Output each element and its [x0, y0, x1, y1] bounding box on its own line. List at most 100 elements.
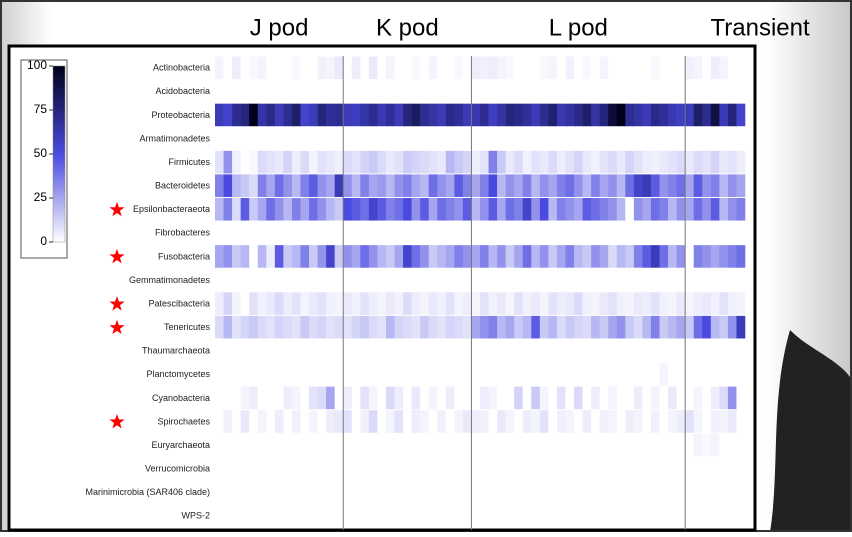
heat-cell — [471, 363, 480, 386]
heat-cell — [583, 57, 592, 80]
heat-cell — [326, 80, 335, 103]
heat-cell — [514, 434, 523, 457]
heat-cell — [318, 80, 327, 103]
heat-cell — [463, 245, 472, 268]
heat-cell — [574, 410, 583, 433]
heat-cell — [625, 151, 634, 174]
heat-cell — [660, 151, 669, 174]
heat-cell — [300, 269, 309, 292]
heat-cell — [249, 457, 258, 480]
heat-cell — [326, 222, 335, 245]
heat-cell — [352, 222, 361, 245]
heat-cell — [677, 104, 686, 127]
heat-cell — [480, 151, 489, 174]
heat-cell — [557, 481, 566, 504]
heat-cell — [429, 457, 438, 480]
heat-cell — [523, 292, 532, 315]
heat-cell — [377, 339, 386, 362]
heat-cell — [711, 151, 720, 174]
heat-cell — [360, 292, 369, 315]
heat-cell — [583, 245, 592, 268]
heat-cell — [685, 127, 694, 150]
heat-cell — [574, 316, 583, 339]
heat-cell — [728, 57, 737, 80]
heat-cell — [224, 174, 233, 197]
heat-cell — [352, 104, 361, 127]
heat-cell — [728, 127, 737, 150]
heat-cell — [343, 57, 352, 80]
heat-cell — [514, 457, 523, 480]
heat-cell — [719, 127, 728, 150]
heat-cell — [258, 57, 267, 80]
heat-cell — [386, 222, 395, 245]
heat-cell — [471, 481, 480, 504]
heat-cell — [335, 245, 344, 268]
heat-cell — [463, 316, 472, 339]
heat-cell — [463, 292, 472, 315]
heat-cell — [506, 80, 515, 103]
heat-cell — [651, 222, 660, 245]
heat-cell — [249, 410, 258, 433]
heat-cell — [651, 127, 660, 150]
heat-cell — [523, 80, 532, 103]
heat-cell — [548, 174, 557, 197]
heat-cell — [677, 316, 686, 339]
heat-cell — [318, 292, 327, 315]
heat-cell — [343, 434, 352, 457]
heat-cell — [224, 222, 233, 245]
heat-cell — [489, 457, 498, 480]
heat-cell — [395, 292, 404, 315]
heat-cell — [420, 505, 429, 528]
heat-cell — [651, 174, 660, 197]
heat-cell — [531, 174, 540, 197]
heat-cell — [369, 198, 378, 221]
heat-cell — [489, 505, 498, 528]
heat-cell — [736, 222, 745, 245]
heat-cell — [480, 104, 489, 127]
heat-cell — [412, 222, 421, 245]
heat-cell — [531, 222, 540, 245]
heat-cell — [711, 292, 720, 315]
heat-cell — [215, 292, 224, 315]
heat-cell — [548, 269, 557, 292]
heat-cell — [719, 57, 728, 80]
heat-cell — [241, 57, 250, 80]
heat-cell — [463, 434, 472, 457]
heat-cell — [446, 481, 455, 504]
heat-cell — [429, 198, 438, 221]
heat-cell — [343, 245, 352, 268]
heat-cell — [523, 174, 532, 197]
heat-cell — [403, 387, 412, 410]
heat-cell — [591, 363, 600, 386]
heat-cell — [634, 434, 643, 457]
heat-cell — [412, 339, 421, 362]
heat-cell — [429, 269, 438, 292]
heat-cell — [489, 481, 498, 504]
heat-cell — [540, 80, 549, 103]
heat-cell — [420, 339, 429, 362]
heat-cell — [241, 292, 250, 315]
heat-cell — [224, 363, 233, 386]
heat-cell — [326, 410, 335, 433]
heat-cell — [300, 363, 309, 386]
heat-cell — [420, 198, 429, 221]
heat-cell — [377, 387, 386, 410]
heat-cell — [668, 410, 677, 433]
heat-cell — [642, 434, 651, 457]
heat-cell — [557, 434, 566, 457]
heat-cell — [523, 57, 532, 80]
heat-cell — [736, 316, 745, 339]
heat-cell — [651, 434, 660, 457]
heat-cell — [694, 339, 703, 362]
heat-cell — [326, 174, 335, 197]
heat-cell — [377, 363, 386, 386]
heat-cell — [292, 316, 301, 339]
heat-cell — [309, 174, 318, 197]
heat-cell — [232, 174, 241, 197]
heat-cell — [463, 127, 472, 150]
heat-cell — [377, 316, 386, 339]
heat-cell — [617, 222, 626, 245]
heat-cell — [685, 505, 694, 528]
heat-cell — [540, 127, 549, 150]
heat-cell — [531, 104, 540, 127]
